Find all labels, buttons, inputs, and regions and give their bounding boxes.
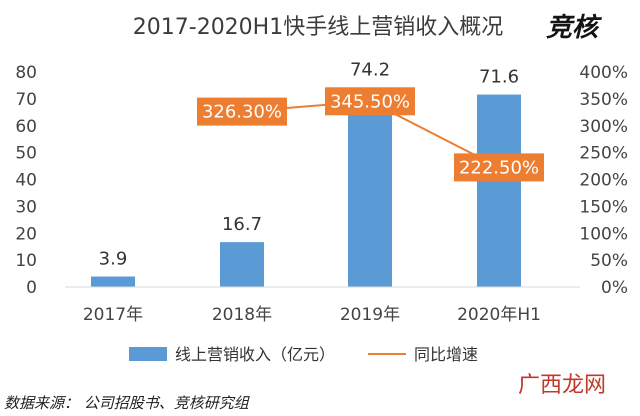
left-tick-label: 40 (15, 171, 37, 191)
legend-bar-swatch (129, 347, 167, 361)
watermark-text: 广西龙网 (518, 373, 606, 398)
bar (91, 276, 135, 287)
growth-value-label: 345.50% (330, 91, 410, 112)
left-tick-label: 10 (15, 251, 37, 271)
legend: 线上营销收入（亿元） 同比增速 (129, 345, 478, 364)
right-tick-label: 50% (590, 251, 628, 271)
bar-value-label: 74.2 (350, 60, 390, 81)
category-label: 2020年H1 (457, 305, 541, 325)
bar-data-labels: 3.9 16.7 74.2 71.6 (99, 60, 519, 270)
bar-value-label: 3.9 (99, 249, 128, 270)
left-axis: 0 10 20 30 40 50 60 70 80 (15, 63, 37, 298)
left-tick-label: 60 (15, 117, 37, 137)
chart-title: 2017-2020H1快手线上营销收入概况 (133, 15, 503, 40)
right-tick-label: 200% (579, 171, 628, 191)
brand-logo-text: 竞核 (546, 13, 603, 43)
bar (220, 242, 264, 287)
left-tick-label: 70 (15, 90, 37, 110)
growth-value-label: 326.30% (202, 102, 282, 123)
right-tick-label: 350% (579, 90, 628, 110)
x-axis: 2017年 2018年 2019年 2020年H1 (83, 305, 541, 325)
growth-label-box (325, 87, 415, 116)
left-tick-label: 30 (15, 197, 37, 217)
right-tick-label: 400% (579, 63, 628, 83)
right-tick-label: 150% (579, 197, 628, 217)
growth-label-box (197, 97, 287, 126)
category-label: 2019年 (340, 305, 400, 325)
left-tick-label: 0 (26, 278, 37, 298)
bar (477, 94, 521, 287)
bar-series (91, 87, 521, 288)
bar-value-label: 16.7 (222, 214, 262, 235)
right-tick-label: 250% (579, 144, 628, 164)
right-tick-label: 100% (579, 224, 628, 244)
bar-value-label: 71.6 (479, 67, 519, 88)
category-label: 2017年 (83, 305, 143, 325)
right-axis: 0% 50% 100% 150% 200% 250% 300% 350% 400% (579, 63, 628, 298)
left-tick-label: 20 (15, 224, 37, 244)
right-tick-label: 0% (601, 278, 628, 298)
growth-label-box (454, 153, 544, 182)
growth-value-label: 222.50% (459, 157, 539, 178)
category-label: 2018年 (212, 305, 272, 325)
left-tick-label: 50 (15, 144, 37, 164)
right-tick-label: 300% (579, 117, 628, 137)
source-note: 数据来源： 公司招股书、竞核研究组 (4, 394, 251, 412)
left-tick-label: 80 (15, 63, 37, 83)
legend-bar-label: 线上营销收入（亿元） (175, 345, 335, 364)
line-data-labels: 326.30% 345.50% 222.50% (197, 87, 544, 182)
legend-line-label: 同比增速 (414, 345, 478, 364)
bar (348, 87, 392, 288)
